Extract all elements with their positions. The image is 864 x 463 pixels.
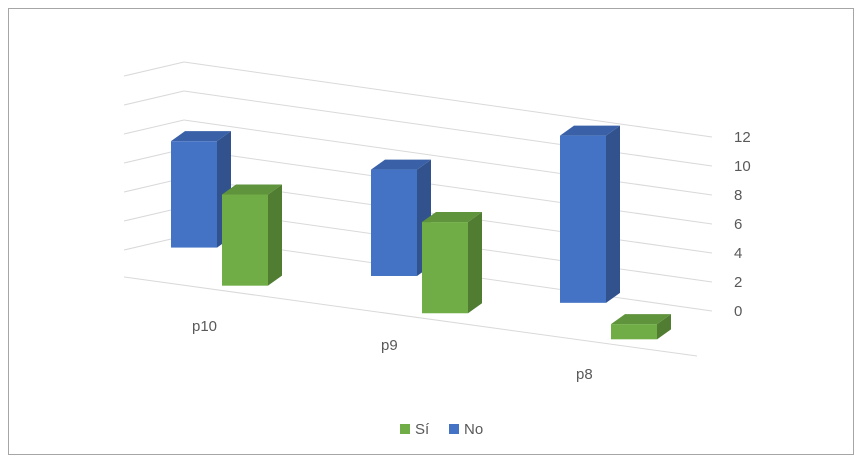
gridline-side <box>123 90 185 106</box>
y-tick-label: 0 <box>734 303 742 320</box>
gridline <box>183 119 713 196</box>
chart-canvas: 0 2 4 6 8 10 12 p10 p9 p8 Sí No <box>123 61 751 438</box>
gridline <box>183 61 713 138</box>
legend-swatch-Sí <box>400 424 410 434</box>
bar-top-No-p8 <box>560 125 620 136</box>
legend-label-Sí: Sí <box>415 421 430 438</box>
legend: Sí No <box>400 421 483 438</box>
bar-Sí-p8 <box>611 324 657 340</box>
bars <box>171 125 671 340</box>
y-tick-label: 6 <box>734 216 742 233</box>
bar-No-p10 <box>171 141 217 248</box>
gridline-side <box>123 119 185 135</box>
chart-frame: 0 2 4 6 8 10 12 p10 p9 p8 Sí No <box>8 8 854 455</box>
gridline <box>183 90 713 167</box>
bar-side-No-p8 <box>606 125 620 303</box>
y-tick-label: 8 <box>734 187 742 204</box>
bar-top-No-p9 <box>371 159 431 170</box>
category-label-p10: p10 <box>192 318 217 335</box>
bar-side-Sí-p8 <box>657 314 671 340</box>
category-label-p8: p8 <box>576 366 593 383</box>
bar-top-Sí-p8 <box>611 314 671 325</box>
bar-top-Sí-p9 <box>422 212 482 223</box>
legend-label-No: No <box>464 421 483 438</box>
bar-No-p8 <box>560 135 606 303</box>
gridline-side <box>123 61 185 77</box>
bar-side-Sí-p10 <box>268 184 282 286</box>
floor-edge <box>123 276 698 357</box>
y-tick-label: 4 <box>734 245 742 262</box>
y-tick-label: 12 <box>734 129 751 146</box>
bar-top-Sí-p10 <box>222 184 282 195</box>
y-axis-ticks: 0 2 4 6 8 10 12 <box>734 129 751 320</box>
category-label-p9: p9 <box>381 337 398 354</box>
bar-side-Sí-p9 <box>468 212 482 314</box>
bar-No-p9 <box>371 169 417 276</box>
legend-swatch-No <box>449 424 459 434</box>
gridline <box>183 148 713 225</box>
bar-Sí-p10 <box>222 194 268 286</box>
y-tick-label: 10 <box>734 158 751 175</box>
y-tick-label: 2 <box>734 274 742 291</box>
bar-Sí-p9 <box>422 222 468 314</box>
bar-top-No-p10 <box>171 131 231 142</box>
x-axis-categories: p10 p9 p8 <box>192 318 593 383</box>
